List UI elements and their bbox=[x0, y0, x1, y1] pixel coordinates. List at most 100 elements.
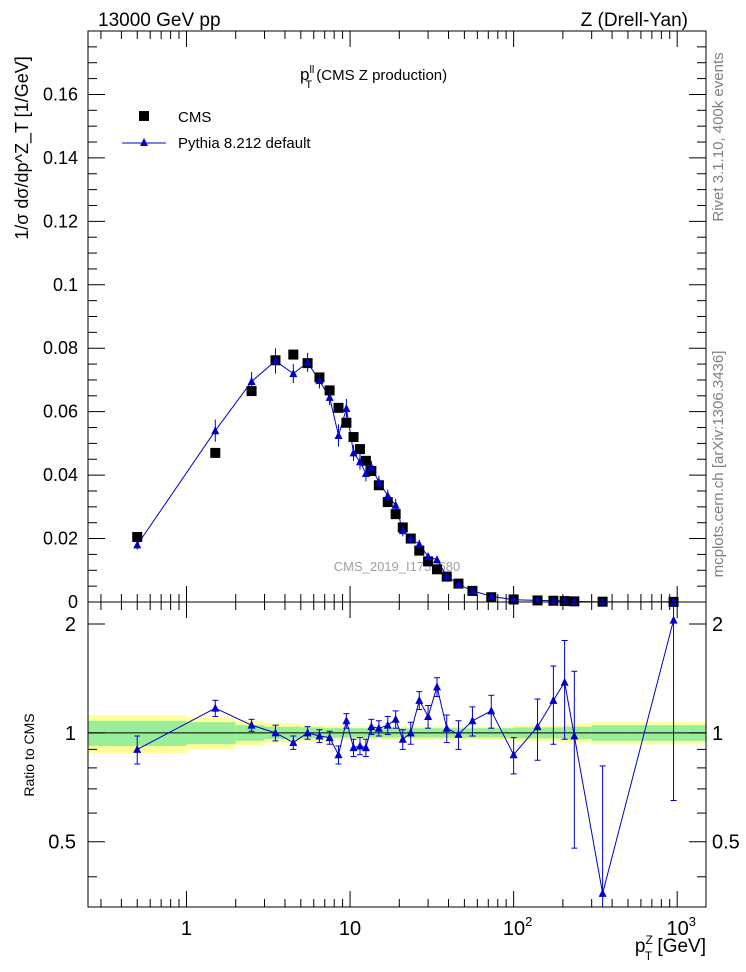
ratio-point bbox=[468, 716, 477, 725]
ratio-point bbox=[133, 744, 142, 753]
legend-pythia-label: Pythia 8.212 default bbox=[178, 135, 311, 152]
ratio-point bbox=[334, 750, 343, 759]
mcplots-label: mcplots.cern.ch [arXiv:1306.3436] bbox=[710, 351, 727, 578]
pythia-point bbox=[383, 491, 392, 500]
main-y-tick-label: 0.16 bbox=[43, 84, 78, 104]
cms-point bbox=[333, 402, 344, 413]
ratio-y-tick-label-right: 0.5 bbox=[712, 832, 740, 854]
ratio-y-tick-label: 1 bbox=[65, 723, 76, 745]
legend-cms-label: CMS bbox=[178, 109, 211, 126]
ratio-point bbox=[487, 706, 496, 715]
ratio-point bbox=[367, 722, 376, 731]
ratio-point bbox=[432, 682, 441, 691]
ratio-point bbox=[325, 733, 334, 742]
ratio-point bbox=[549, 695, 558, 704]
ratio-point bbox=[289, 738, 298, 747]
pythia-point bbox=[391, 500, 400, 509]
pythia-point bbox=[289, 369, 298, 378]
ratio-point bbox=[442, 723, 451, 732]
ratio-y-tick-label-right: 2 bbox=[712, 614, 723, 636]
pythia-point bbox=[133, 540, 142, 549]
ratio-point bbox=[570, 731, 579, 740]
cms-point bbox=[414, 545, 425, 556]
ratio-y-tick-label-right: 1 bbox=[712, 723, 723, 745]
pythia-point bbox=[334, 430, 343, 439]
ratio-point bbox=[315, 731, 324, 740]
cms-point bbox=[348, 432, 359, 443]
ratio-point bbox=[598, 888, 607, 897]
ratio-point bbox=[361, 743, 370, 752]
main-y-tick-label: 0 bbox=[68, 592, 78, 612]
pythia-point bbox=[406, 534, 415, 543]
main-y-tick-label: 0.1 bbox=[53, 275, 78, 295]
ratio-panel: 0.5 0.5 1 1 2 2 1 10 102 103 Ratio to CMS pZ T [Ge… bbox=[21, 601, 740, 963]
main-title: pll T (CMS Z production) bbox=[300, 64, 447, 91]
cms-point bbox=[354, 444, 365, 455]
ratio-point bbox=[509, 750, 518, 759]
ratio-point bbox=[398, 734, 407, 743]
main-y-tick-label: 0.02 bbox=[43, 529, 78, 549]
pythia-point bbox=[432, 555, 441, 564]
ratio-point bbox=[374, 723, 383, 732]
pythia-point bbox=[247, 377, 256, 386]
ratio-y-tick-label: 2 bbox=[65, 614, 76, 636]
ratio-point bbox=[211, 703, 220, 712]
main-ylabel: 1/σ dσ/dp^Z_T [1/GeV] bbox=[12, 56, 33, 239]
cms-point bbox=[132, 531, 143, 542]
energy-label: 13000 GeV pp bbox=[98, 10, 221, 31]
ratio-point bbox=[560, 677, 569, 686]
pythia-point bbox=[315, 376, 324, 385]
pythia-point bbox=[570, 596, 579, 605]
pythia-point bbox=[303, 357, 312, 366]
pythia-point bbox=[487, 591, 496, 600]
cms-point bbox=[360, 455, 371, 466]
main-panel: CMS_2019_I1753680 00.020.040.060.080.10.… bbox=[12, 30, 707, 612]
ratio-y-tick-label: 0.5 bbox=[48, 832, 76, 854]
x-tick-label: 10 bbox=[339, 918, 361, 940]
ratio-point bbox=[349, 743, 358, 752]
ratio-point bbox=[406, 728, 415, 737]
pythia-point bbox=[349, 448, 358, 457]
ratio-point bbox=[415, 695, 424, 704]
pythia-point bbox=[367, 462, 376, 471]
x-tick-label: 103 bbox=[666, 914, 695, 940]
pythia-point bbox=[509, 595, 518, 604]
cms-point bbox=[431, 564, 442, 575]
cms-point bbox=[423, 556, 434, 567]
ratio-point bbox=[424, 711, 433, 720]
main-y-tick-label: 0.06 bbox=[43, 402, 78, 422]
pythia-point bbox=[415, 539, 424, 548]
process-label: Z (Drell-Yan) bbox=[581, 10, 688, 31]
pythia-point bbox=[271, 356, 280, 365]
legend-pythia-marker bbox=[140, 138, 148, 146]
pythia-point bbox=[598, 597, 607, 606]
pythia-point bbox=[442, 571, 451, 580]
cms-point bbox=[341, 417, 352, 428]
ratio-ylabel: Ratio to CMS bbox=[21, 713, 37, 796]
ratio-point bbox=[533, 722, 542, 731]
pythia-point bbox=[398, 526, 407, 535]
ratio-frame bbox=[87, 601, 707, 908]
ratio-point bbox=[355, 741, 364, 750]
cms-point bbox=[390, 509, 401, 520]
ratio-line bbox=[137, 619, 675, 894]
pythia-point bbox=[454, 579, 463, 588]
cms-point bbox=[210, 447, 221, 458]
ratio-point bbox=[271, 728, 280, 737]
main-y-tick-label: 0.08 bbox=[43, 338, 78, 358]
pythia-point bbox=[342, 403, 351, 412]
cms-point bbox=[288, 349, 299, 360]
ratio-point bbox=[383, 720, 392, 729]
legend: CMS Pythia 8.212 default bbox=[122, 109, 311, 152]
x-tick-label: 1 bbox=[181, 918, 192, 940]
pythia-point bbox=[355, 457, 364, 466]
ratio-point bbox=[303, 728, 312, 737]
x-axis-label: pZ T [GeV] bbox=[635, 933, 706, 963]
ratio-point bbox=[669, 615, 678, 624]
rivet-label: Rivet 3.1.10, 400k events bbox=[710, 52, 727, 221]
pythia-point bbox=[325, 392, 334, 401]
x-tick-label: 102 bbox=[503, 914, 532, 940]
pythia-point bbox=[669, 597, 678, 606]
pythia-point bbox=[361, 469, 370, 478]
